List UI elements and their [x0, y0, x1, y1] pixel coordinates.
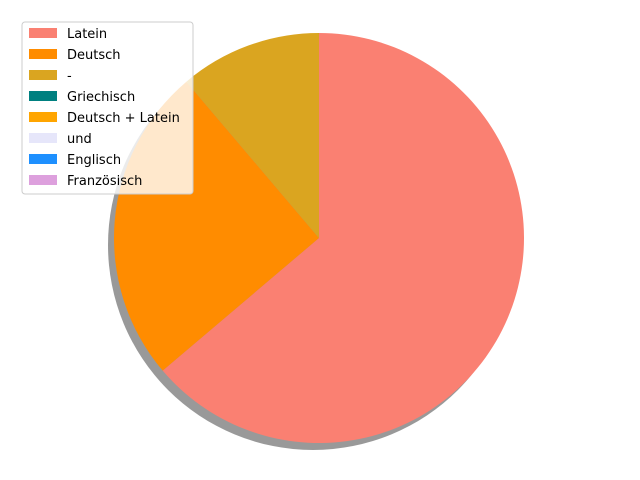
legend-swatch-deutsch	[29, 49, 57, 59]
legend-swatch-und	[29, 133, 57, 143]
legend-swatch-griechisch	[29, 91, 57, 101]
legend-swatch-englisch	[29, 154, 57, 164]
legend-label-dash: -	[67, 69, 72, 84]
pie-slice-latein	[162, 33, 524, 444]
pie-slice-dash	[186, 33, 319, 238]
legend-label-deutsch: Deutsch	[67, 48, 121, 63]
legend-label-und: und	[67, 132, 92, 147]
legend-swatch-franz-sisch	[29, 175, 57, 185]
legend-label-deutsch-latein: Deutsch + Latein	[67, 111, 180, 126]
legend-swatch-latein	[29, 28, 57, 38]
legend-swatch-deutsch-latein	[29, 112, 57, 122]
legend-label-griechisch: Griechisch	[67, 90, 135, 105]
legend-label-englisch: Englisch	[67, 153, 121, 168]
legend-label-franz-sisch: Französisch	[67, 174, 142, 189]
legend-frame	[21, 21, 194, 195]
legend-label-latein: Latein	[67, 27, 107, 42]
legend-swatch-dash	[29, 70, 57, 80]
legend: Latein Deutsch - Griechisch Deutsch + Latein…	[21, 21, 194, 195]
